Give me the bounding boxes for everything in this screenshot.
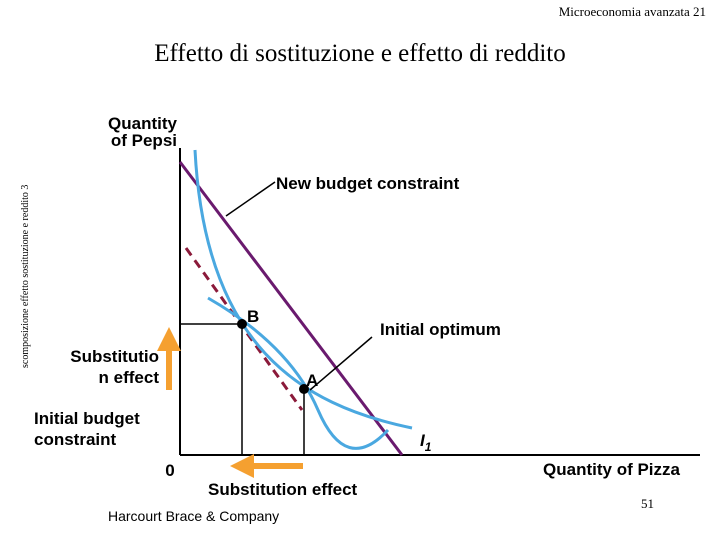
point-b [237,319,247,329]
initial-optimum-pointer [309,336,373,391]
slide-title: Effetto di sostituzione e effetto di red… [154,40,566,67]
indifference-subscript: 1 [425,440,432,454]
indifference-curve-label: I1 [420,431,432,454]
new-budget-pointer [225,181,276,217]
initial-budget-label-line2: constraint [34,430,117,449]
substitution-effect-vertical-line1: Substitutio [70,347,159,366]
substitution-effect-vertical-line2: n effect [99,368,160,387]
y-axis-label-line2: of Pepsi [111,131,177,150]
slide-header: Microeconomia avanzata 21 [558,4,706,19]
y-axis-label-line1: Quantity [108,114,177,133]
origin-label: 0 [165,461,174,480]
x-axis-label: Quantity of Pizza [543,460,681,479]
footer-publisher: Harcourt Brace & Company [108,508,280,524]
compensated-budget-line [184,247,304,411]
new-budget-label: New budget constraint [276,174,460,193]
point-a-label: A [306,371,318,390]
indifference-curve-i1 [193,149,413,430]
substitution-effect-horizontal-label: Substitution effect [208,480,358,499]
page-number: 51 [641,496,654,511]
indifference-curve-lower [207,296,390,450]
initial-budget-line [178,161,404,456]
initial-optimum-label: Initial optimum [380,320,501,339]
initial-budget-label-line1: Initial budget [34,409,140,428]
point-a [299,384,309,394]
point-b-label: B [247,307,259,326]
